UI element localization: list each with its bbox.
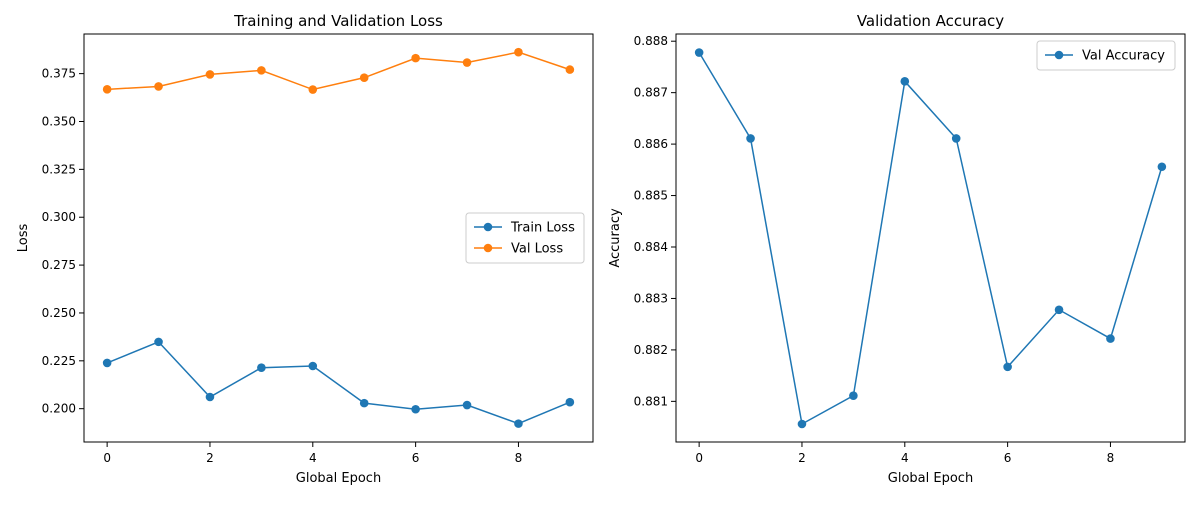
y-tick-label: 0.250 xyxy=(42,306,76,320)
data-point xyxy=(308,361,318,371)
x-tick-label: 4 xyxy=(309,451,317,465)
y-tick-label: 0.300 xyxy=(42,210,76,224)
x-tick-label: 6 xyxy=(1004,451,1012,465)
y-tick-label: 0.200 xyxy=(42,402,76,416)
y-tick-label: 0.325 xyxy=(42,162,76,176)
x-tick-label: 4 xyxy=(901,451,909,465)
data-point xyxy=(257,363,266,373)
series-line xyxy=(107,51,571,91)
data-point xyxy=(1003,362,1012,372)
data-point xyxy=(462,400,472,410)
data-point xyxy=(154,337,163,347)
plot-frame xyxy=(83,33,594,443)
x-tick-label: 2 xyxy=(798,451,806,465)
x-axis-label: Global Epoch xyxy=(296,471,381,486)
legend-marker xyxy=(483,243,493,253)
legend-label: Train Loss xyxy=(510,221,575,236)
data-point xyxy=(102,358,112,368)
data-point xyxy=(1054,305,1064,315)
y-tick-label: 0.883 xyxy=(634,291,668,305)
data-point xyxy=(565,65,575,74)
y-axis-label: Accuracy xyxy=(608,208,623,268)
x-tick-label: 2 xyxy=(206,451,214,465)
accuracy-chart: Validation Accuracy Global Epoch Accurac… xyxy=(608,12,1186,486)
data-point xyxy=(257,66,266,75)
y-tick-label: 0.887 xyxy=(634,86,668,100)
series-line xyxy=(698,52,1163,426)
y-axis-label: Loss xyxy=(16,224,31,253)
data-point xyxy=(900,77,910,86)
data-point xyxy=(205,392,215,402)
y-tick-label: 0.884 xyxy=(634,240,668,254)
legend: Val Accuracy xyxy=(1036,40,1176,71)
data-point xyxy=(951,134,961,143)
y-tick-label: 0.882 xyxy=(634,343,668,357)
data-point xyxy=(102,85,112,94)
x-tick-label: 8 xyxy=(515,451,523,465)
data-point xyxy=(411,404,420,414)
series-group xyxy=(694,48,1167,429)
legend-box xyxy=(465,212,585,264)
data-point xyxy=(746,134,755,143)
data-point xyxy=(1157,162,1167,172)
x-tick-label: 8 xyxy=(1107,451,1115,465)
data-point xyxy=(462,58,472,67)
y-tick-label: 0.886 xyxy=(634,137,668,151)
data-point xyxy=(154,82,163,91)
data-point xyxy=(514,47,523,57)
chart-title: Training and Validation Loss xyxy=(233,12,443,30)
legend-box xyxy=(1036,40,1176,71)
tick-group: 0 2 4 6 8 0.881 0.882 0.883 0.884 0.885 0.886 0.887… xyxy=(634,34,1115,465)
y-tick-label: 0.888 xyxy=(634,34,668,48)
data-point xyxy=(1106,334,1115,343)
y-tick-label: 0.375 xyxy=(42,67,76,81)
data-point xyxy=(797,419,807,429)
data-point xyxy=(849,391,858,400)
series-line xyxy=(106,340,571,425)
data-point xyxy=(359,73,369,82)
legend-label: Val Accuracy xyxy=(1082,49,1165,64)
legend-marker xyxy=(1054,50,1064,60)
plot-frame xyxy=(675,33,1186,443)
y-tick-label: 0.881 xyxy=(634,394,668,408)
data-point xyxy=(308,85,318,94)
x-tick-label: 0 xyxy=(103,451,111,465)
loss-chart: Training and Validation Loss Global Epoc… xyxy=(16,12,594,486)
y-tick-label: 0.885 xyxy=(634,189,668,203)
x-axis-label: Global Epoch xyxy=(888,471,973,486)
y-tick-label: 0.275 xyxy=(42,258,76,272)
x-tick-label: 6 xyxy=(412,451,420,465)
data-point xyxy=(565,397,575,407)
y-tick-label: 0.350 xyxy=(42,114,76,128)
y-tick-label: 0.225 xyxy=(42,354,76,368)
legend-marker xyxy=(483,222,493,232)
series-group xyxy=(102,47,575,428)
data-point xyxy=(205,70,215,79)
data-point xyxy=(514,419,523,428)
data-point xyxy=(694,48,704,57)
legend: Train Loss Val Loss xyxy=(465,212,585,264)
x-tick-label: 0 xyxy=(695,451,703,465)
tick-group: 0 2 4 6 8 0.200 0.225 0.250 0.275 0.300 0.325 0.350… xyxy=(42,67,523,465)
legend-label: Val Loss xyxy=(511,242,563,257)
chart-title: Validation Accuracy xyxy=(857,12,1004,30)
data-point xyxy=(359,398,369,408)
data-point xyxy=(411,53,420,63)
